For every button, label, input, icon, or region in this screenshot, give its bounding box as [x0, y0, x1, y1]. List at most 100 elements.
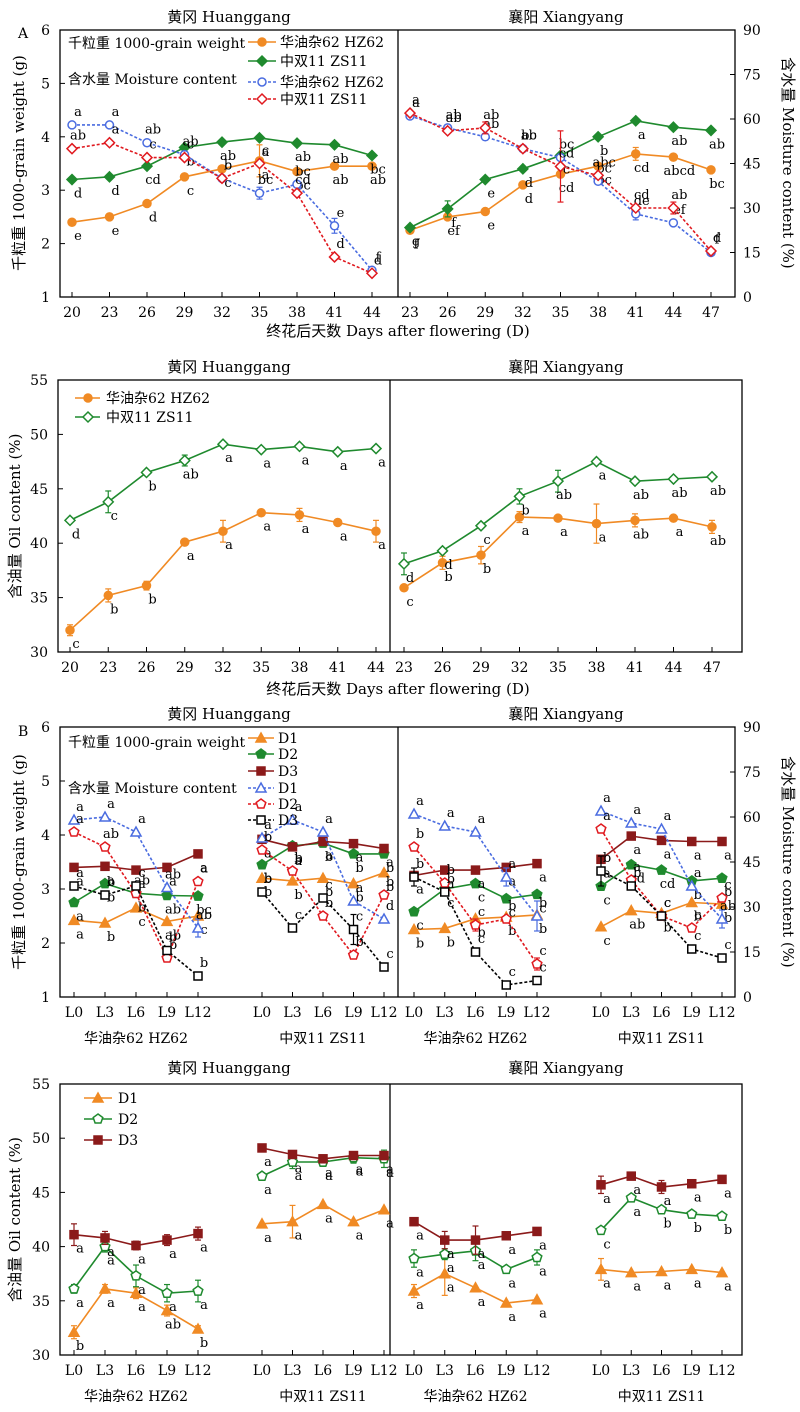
- b-top-g3-d2-moisture-significance-label: c: [664, 896, 671, 911]
- b-top-g2-d1-moisture-significance-label: a: [478, 812, 486, 827]
- b-bottom-g3-d3-oil-point: [687, 1178, 697, 1189]
- b-top-g1-d3-moisture-point: [287, 923, 298, 933]
- a-top-xy-zs11-moisture-significance-label: ab: [521, 129, 537, 144]
- b-legend-marker: [255, 798, 267, 809]
- b-top-g2-d2-kernel-significance-label: c: [416, 919, 423, 934]
- b-bottom-g1-d1-oil-significance-label: a: [386, 1217, 394, 1232]
- b-top-g1-d3-kernel-significance-label: a: [325, 848, 333, 863]
- b-bottom-g0-d1-oil-point: [98, 1282, 112, 1294]
- b-top-g3-d2-kernel-significance-label: c: [603, 893, 610, 908]
- a-top-xy-hz62-moisture-significance-label: f: [715, 233, 721, 248]
- a-top-hg-zs11-kernel-point: [140, 160, 154, 173]
- a-top-xy-zs11-moisture-significance-label: ab: [483, 108, 499, 123]
- b-bottom-x-tick-label: L3: [436, 1363, 454, 1379]
- b-bottom-g3-d3-oil-significance-label: a: [694, 1191, 702, 1206]
- a-top-hg-hz62-kernel-point: [142, 198, 152, 209]
- b-top-g1-d2-kernel-significance-label: b: [325, 850, 333, 865]
- b-top-g2-d2-moisture-significance-label: b: [508, 899, 516, 914]
- b-top-g2-d3-moisture-significance-label: b: [416, 857, 424, 872]
- b-bottom-x-tick-label: L9: [683, 1363, 701, 1379]
- b-top-g1-d3-moisture-point: [257, 887, 267, 897]
- a-top-hg-zs11-kernel-point: [103, 170, 116, 183]
- a-top-xy-zs11-kernel-significance-label: d: [525, 176, 533, 191]
- a-bottom-xy-series-1-significance-label: ab: [556, 488, 572, 503]
- b-bottom-g2-d2-oil-significance-label: a: [447, 1261, 455, 1276]
- b-bottom-g3-d2-oil-significance-label: b: [724, 1223, 732, 1238]
- b-top-g3-d1-kernel-point: [624, 904, 638, 916]
- a-top-xy-hz62-kernel-significance-label: cd: [634, 161, 650, 176]
- b-top-g0-d3-kernel-significance-label: a: [107, 873, 115, 888]
- a-bottom-hg-series-1-significance-label: d: [72, 527, 80, 542]
- a-top-x-tick-label: 32: [514, 305, 532, 321]
- a-bottom-xy-series-1-significance-label: d: [406, 571, 414, 586]
- a-bottom-xy-series-1-point: [513, 490, 526, 503]
- b-top-g1-d3-moisture-significance-label: c: [386, 947, 393, 962]
- b-bottom-g2-d1-oil-point: [530, 1293, 544, 1305]
- b-bottom-g2-d3-oil-point: [470, 1235, 481, 1245]
- b-top-g3-d1-moisture-point: [715, 912, 729, 924]
- a-top-y2-tick-label: 0: [743, 290, 752, 306]
- a-bottom-y-tick-label: 50: [30, 427, 48, 443]
- b-top-g2-d3-kernel-significance-label: a: [508, 874, 516, 889]
- a-top-hg-zs11-kernel-point: [65, 173, 79, 186]
- a-top-xy-hz62-kernel-significance-label: bc: [709, 177, 725, 192]
- a-bottom-xy-series-0-point: [668, 513, 679, 523]
- b-top-g2-d2-moisture-significance-label: b: [447, 863, 455, 878]
- b-top-x-tick-label: L3: [436, 1005, 454, 1021]
- b-top-g2-d1-kernel-point: [407, 922, 421, 935]
- b-bottom-legend-label: D2: [118, 1112, 138, 1128]
- b-top-g1-d2-moisture-point: [347, 949, 360, 960]
- b-top-g0-d3-moisture-significance-label: c: [138, 866, 145, 881]
- a-top-xy-hz62-kernel-point: [518, 180, 528, 190]
- a-top-hg-zs11-moisture-significance-label: cd: [295, 173, 311, 188]
- a-top-hg-zs11-kernel-point: [215, 136, 229, 149]
- b-top-g1-d3-kernel-point: [287, 842, 298, 852]
- b-top-g3-d3-kernel-significance-label: a: [724, 848, 732, 863]
- a-bottom-hg-series-1-point: [369, 442, 383, 455]
- a-top-y2-tick-label: 15: [743, 246, 761, 262]
- b-top-g1-d3-moisture-point: [348, 924, 359, 935]
- b-top-g2-d3-moisture-point: [501, 980, 511, 990]
- b-top-y2-tick-label: 90: [743, 720, 761, 736]
- a-top-xy-zs11-kernel-significance-label: b: [600, 144, 608, 159]
- b-top-g3-d3-kernel-significance-label: a: [694, 848, 702, 863]
- a-bottom-xy-series-0-point: [514, 512, 525, 522]
- b-bottom-g2-d1-oil-significance-label: a: [416, 1298, 424, 1313]
- b-bottom-x-tick-label: L3: [283, 1363, 301, 1379]
- b-bottom-g2-d1-oil-point: [407, 1284, 421, 1296]
- b-top-g3-d3-moisture-significance-label: c: [724, 938, 731, 953]
- a-top-hg-hz62-moisture-significance-label: bc: [295, 164, 311, 179]
- b-bottom-g2-d2-oil-point: [408, 1252, 420, 1264]
- a-bottom-hg-series-1-significance-label: c: [111, 509, 118, 524]
- a-top-hg-hz62-moisture-significance-label: bc: [258, 173, 274, 188]
- a-top-hg-hz62-kernel-point: [292, 166, 302, 177]
- b-legend-label: D1: [278, 731, 298, 747]
- b-top-g3-d3-kernel-significance-label: a: [633, 843, 641, 858]
- a-bottom-hg-series-1-significance-label: a: [340, 459, 348, 474]
- b-top-y2-label: 含水量 Moisture content (%): [779, 756, 797, 968]
- a-bottom-hg-series-1-significance-label: a: [302, 453, 310, 468]
- a-top-x-tick-label: 35: [552, 305, 570, 321]
- a-top-x-tick-label: 26: [439, 305, 457, 321]
- b-bottom-g0-d1-oil-point: [191, 1322, 205, 1334]
- b-top-g1-d2-moisture-point: [256, 844, 268, 855]
- b-top-g3-d3-kernel-point: [656, 835, 667, 846]
- a-bottom-xy-series-1-significance-label: a: [599, 469, 607, 484]
- a-top-xy-hz62-moisture-significance-label: ab: [446, 108, 462, 123]
- b-bottom-g1-d3-oil-significance-label: a: [295, 1161, 303, 1176]
- a-bottom-hg-series-0-significance-label: a: [187, 549, 195, 564]
- a-top-hg-hz62-kernel-point: [179, 172, 190, 182]
- b-top-g1-d1-kernel-point: [347, 877, 360, 889]
- b-bottom-g2-d2-oil-significance-label: a: [478, 1258, 486, 1273]
- b-top-g1-d1-kernel-significance-label: b: [325, 885, 333, 900]
- b-bottom-g3-d2-oil-point: [716, 1210, 728, 1222]
- legend-label: 中双11 ZS11: [106, 410, 193, 426]
- a-bottom-hg-series-1-point: [178, 454, 191, 467]
- b-legend-label: D3: [278, 813, 298, 829]
- a-top-hg-hz62-moisture-point: [254, 188, 265, 198]
- a-top-xy-hz62-kernel-point: [631, 149, 641, 159]
- b-top-g0-d3-moisture-significance-label: b: [107, 875, 115, 890]
- b-top-g0-d2-moisture-significance-label: b: [169, 938, 177, 953]
- b-top-g2-d1-kernel-significance-label: b: [416, 937, 424, 952]
- b-bottom-x-tick-label: L0: [592, 1363, 610, 1379]
